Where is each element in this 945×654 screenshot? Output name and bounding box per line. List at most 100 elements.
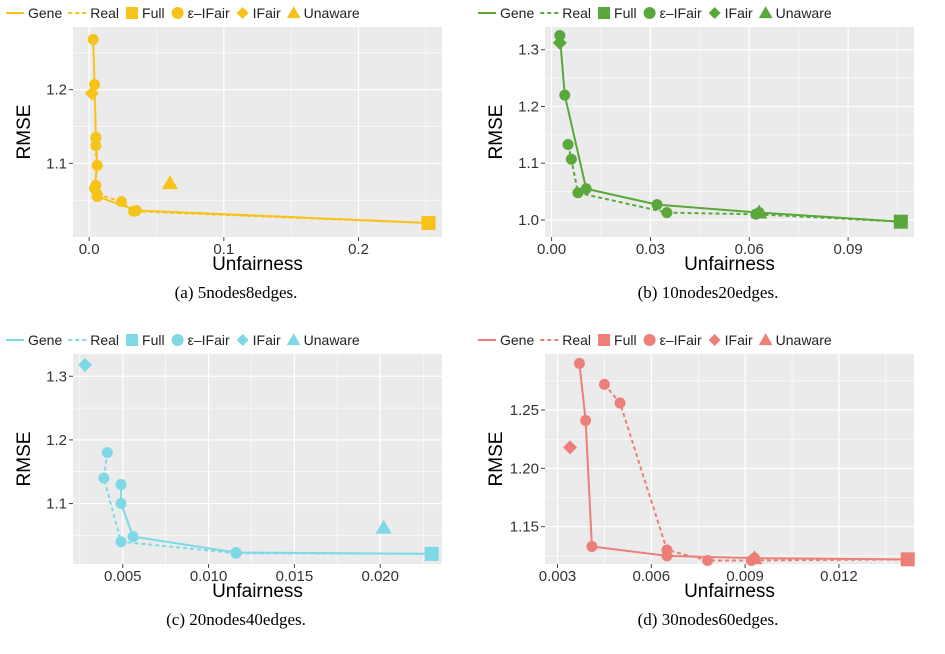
legend-item-full: Full bbox=[126, 332, 165, 348]
data-point-gene bbox=[651, 199, 663, 211]
data-point-ifair bbox=[552, 35, 567, 50]
legend-swatch-eps-ifair bbox=[643, 334, 656, 346]
legend-label-unaware: Unaware bbox=[776, 5, 832, 21]
legend-swatch-ifair bbox=[708, 334, 721, 346]
data-point-ifair bbox=[563, 440, 578, 455]
legend-item-gene: Gene bbox=[6, 5, 62, 21]
legend-label-gene: Gene bbox=[28, 332, 62, 348]
plot-area bbox=[73, 27, 442, 237]
axis-ticks: 0.003 0.006 0.009 0.012 1.15 1.20 1.25 bbox=[510, 402, 858, 585]
legend-swatch-eps-ifair bbox=[171, 7, 184, 19]
x-tick-label: 0.09 bbox=[834, 241, 863, 258]
x-axis-title: Unfairness bbox=[212, 581, 303, 602]
x-tick-label: 0.020 bbox=[361, 568, 399, 585]
x-tick-label: 0.06 bbox=[735, 241, 764, 258]
legend-item-eps-ifair: ε–IFair bbox=[171, 5, 230, 21]
legend-label-ifair: IFair bbox=[253, 5, 281, 21]
data-point-gene bbox=[580, 183, 592, 195]
data-point-real bbox=[614, 397, 626, 409]
legend-swatch-unaware bbox=[758, 6, 773, 19]
data-point-real bbox=[101, 447, 113, 459]
legend-swatch-eps-ifair bbox=[643, 7, 656, 19]
legend-label-eps-ifair: ε–IFair bbox=[660, 332, 702, 348]
data-point-real bbox=[562, 138, 574, 150]
data-point-real bbox=[702, 555, 714, 566]
y-tick-label: 1.2 bbox=[518, 98, 539, 115]
chart-caption-a: (a) 5nodes8edges. bbox=[174, 283, 298, 302]
legend: Gene Real Full ε–IFair IFair Unaware bbox=[6, 332, 360, 348]
data-point-ifair bbox=[84, 86, 99, 101]
legend-item-gene: Gene bbox=[478, 332, 534, 348]
legend-swatch-full bbox=[598, 7, 611, 19]
legend-swatch-full bbox=[126, 7, 139, 19]
legend-item-real: Real bbox=[68, 332, 119, 348]
legend-swatch-unaware bbox=[758, 333, 773, 346]
legend-label-ifair: IFair bbox=[725, 5, 753, 21]
x-axis-title: Unfairness bbox=[684, 254, 775, 275]
legend: Gene Real Full ε–IFair IFair Unaware bbox=[6, 5, 360, 21]
data-point-real bbox=[115, 536, 127, 548]
data-point-full bbox=[421, 216, 436, 230]
legend-label-gene: Gene bbox=[500, 5, 534, 21]
legend-item-unaware: Unaware bbox=[758, 5, 832, 21]
y-tick-label: 1.25 bbox=[510, 402, 539, 419]
y-tick-label: 1.3 bbox=[518, 42, 539, 59]
data-point-gene bbox=[580, 415, 592, 426]
legend-label-unaware: Unaware bbox=[304, 5, 360, 21]
y-tick-label: 1.2 bbox=[46, 82, 67, 99]
x-tick-label: 0.010 bbox=[190, 568, 228, 585]
y-axis-title: RMSE bbox=[14, 432, 35, 487]
legend-item-real: Real bbox=[540, 332, 591, 348]
x-tick-label: 0.005 bbox=[104, 568, 142, 585]
x-tick-label: 0.003 bbox=[539, 568, 577, 585]
data-point-full bbox=[893, 214, 908, 229]
data-point-gene bbox=[115, 478, 127, 490]
legend-label-full: Full bbox=[614, 332, 637, 348]
grid bbox=[73, 27, 442, 237]
legend-label-unaware: Unaware bbox=[304, 332, 360, 348]
data-point-real bbox=[661, 544, 673, 556]
legend-item-real: Real bbox=[540, 5, 591, 21]
x-axis-title: Unfairness bbox=[212, 254, 303, 275]
legend-item-gene: Gene bbox=[6, 332, 62, 348]
x-tick-label: 0.1 bbox=[213, 241, 234, 258]
series-line-gene bbox=[558, 35, 901, 223]
legend-item-unaware: Unaware bbox=[758, 332, 832, 348]
chart-c: Gene Real Full ε–IFair IFair Unaware 0.005 0.01… bbox=[6, 332, 442, 602]
data-point-real bbox=[90, 140, 102, 152]
x-tick-label: 0.0 bbox=[79, 241, 100, 258]
y-tick-label: 1.1 bbox=[46, 496, 67, 513]
data-layer bbox=[552, 30, 908, 229]
data-point-full bbox=[900, 552, 915, 567]
legend-item-ifair: IFair bbox=[708, 5, 753, 21]
grid bbox=[545, 27, 914, 237]
data-point-unaware bbox=[375, 519, 392, 534]
legend-label-eps-ifair: ε–IFair bbox=[188, 5, 230, 21]
legend-item-unaware: Unaware bbox=[286, 332, 360, 348]
data-point-real bbox=[230, 547, 242, 559]
legend-swatch-full bbox=[598, 334, 611, 346]
y-axis-title: RMSE bbox=[14, 105, 35, 160]
series-line-real bbox=[603, 383, 908, 562]
x-tick-label: 0.012 bbox=[820, 568, 858, 585]
legend-swatch-ifair bbox=[236, 7, 249, 19]
series-line-real bbox=[567, 144, 901, 223]
axis-ticks: 0.00 0.03 0.06 0.09 1.0 1.1 1.2 1.3 bbox=[518, 42, 863, 258]
legend-label-full: Full bbox=[142, 5, 165, 21]
chart-caption-c: (c) 20nodes40edges. bbox=[166, 610, 306, 629]
y-axis-title: RMSE bbox=[486, 105, 507, 160]
legend-label-full: Full bbox=[142, 332, 165, 348]
data-point-ifair bbox=[78, 357, 93, 372]
chart-panel-d: Gene Real Full ε–IFair IFair Unaware 0.003 0.00… bbox=[472, 327, 944, 654]
legend-item-full: Full bbox=[126, 5, 165, 21]
data-point-real bbox=[128, 205, 140, 217]
legend-swatch-ifair bbox=[236, 334, 249, 346]
chart-a: Gene Real Full ε–IFair IFair Unaware 0.0 0.1 0.2… bbox=[6, 5, 442, 275]
data-point-gene bbox=[586, 541, 598, 552]
x-tick-label: 0.2 bbox=[348, 241, 369, 258]
legend-item-eps-ifair: ε–IFair bbox=[643, 5, 702, 21]
legend-label-real: Real bbox=[90, 332, 119, 348]
data-point-full bbox=[424, 546, 439, 561]
chart-panel-a: Gene Real Full ε–IFair IFair Unaware 0.0 0.1 0.2… bbox=[0, 0, 472, 327]
